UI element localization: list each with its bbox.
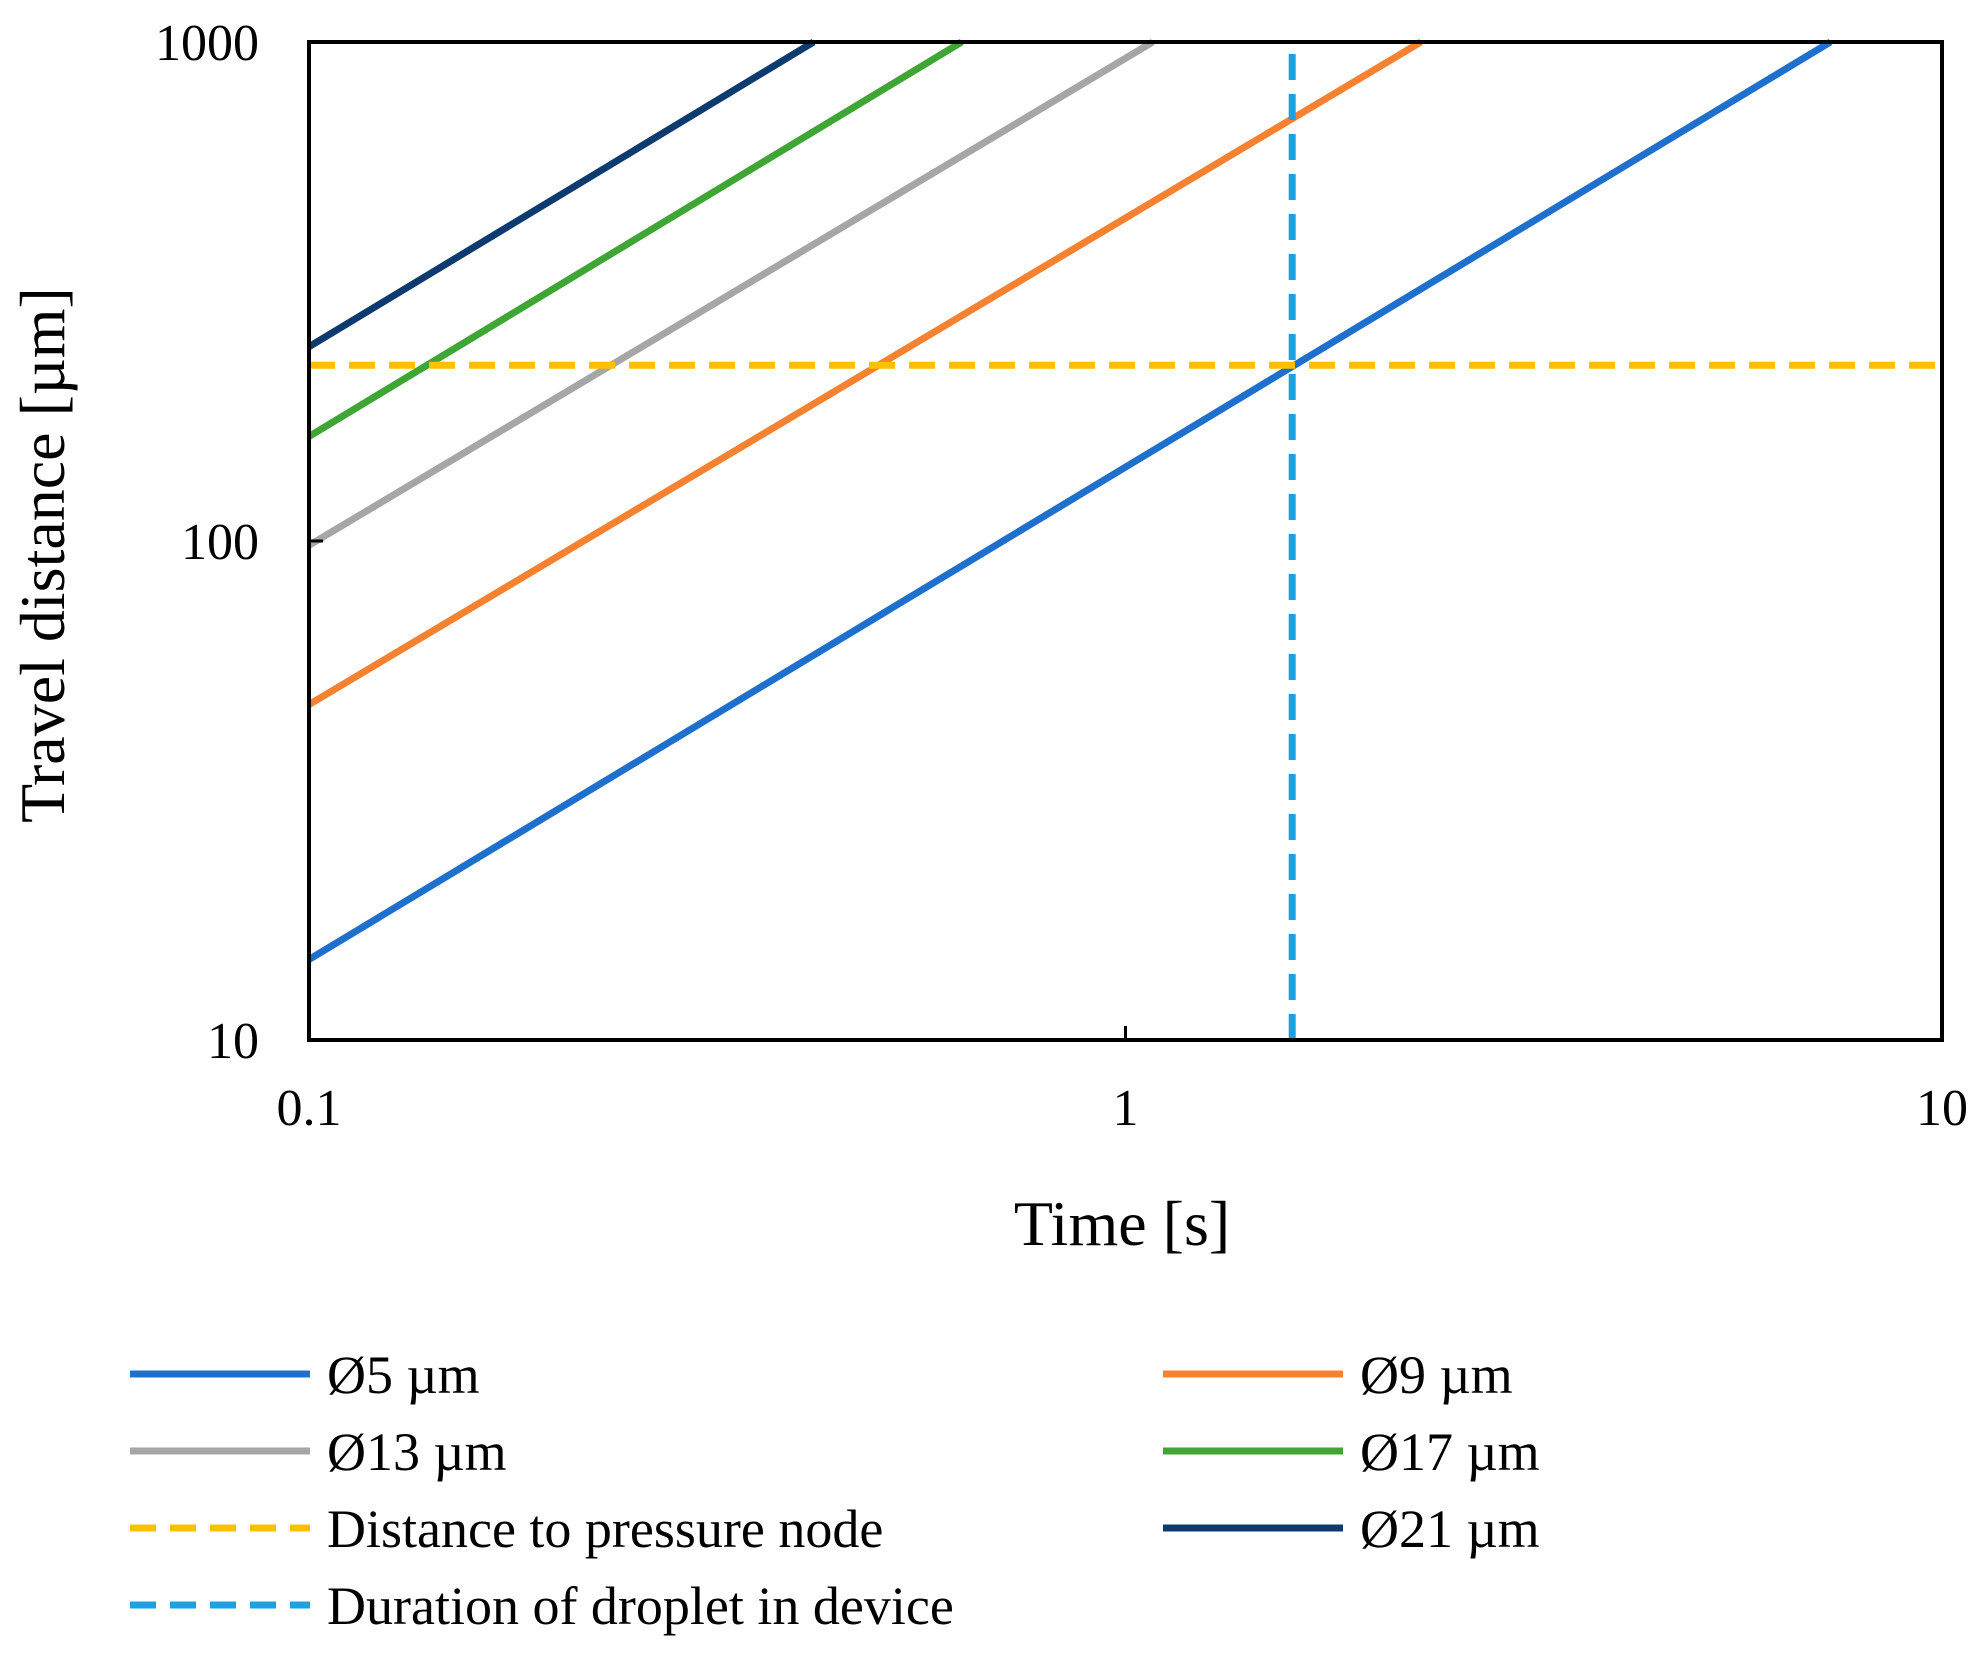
series-line-d17 [307, 39, 964, 440]
series-line-d21 [307, 39, 816, 350]
legend-item-d9: Ø9 µm [1163, 1345, 1513, 1405]
series-line-d9 [307, 38, 1423, 708]
legend-label: Ø5 µm [327, 1345, 480, 1405]
x-tick-label: 10 [1916, 1080, 1968, 1137]
legend-label: Ø21 µm [1360, 1499, 1540, 1559]
legend-item-node: Distance to pressure node [130, 1499, 883, 1559]
y-axis-title: Travel distance [µm] [7, 287, 78, 823]
series-layer [307, 38, 1942, 1040]
legend-item-d17: Ø17 µm [1163, 1422, 1540, 1482]
legend-item-duration: Duration of droplet in device [130, 1576, 954, 1636]
legend-label: Distance to pressure node [327, 1499, 883, 1559]
legend-label: Ø17 µm [1360, 1422, 1540, 1482]
plot-frame [307, 40, 1944, 1042]
x-tick-label: 1 [1113, 1080, 1139, 1137]
legend-label: Ø9 µm [1360, 1345, 1513, 1405]
y-tick-label: 100 [181, 514, 259, 571]
series-line-d13 [307, 38, 1155, 549]
legend-label: Duration of droplet in device [327, 1576, 954, 1636]
y-tick-label: 1000 [155, 15, 259, 72]
series-line-d5 [307, 39, 1833, 963]
x-tick-label: 0.1 [277, 1080, 342, 1137]
legend-item-d5: Ø5 µm [130, 1345, 480, 1405]
x-axis-title: Time [s] [1014, 1188, 1230, 1259]
ticks-layer: 0.1 1 10 10 100 1000 [155, 15, 1968, 1137]
legend: Ø5 µm Ø9 µm Ø13 µm Ø17 µm Distance to pressu… [130, 1345, 1540, 1636]
legend-label: Ø13 µm [327, 1422, 507, 1482]
legend-item-d21: Ø21 µm [1163, 1499, 1540, 1559]
y-tick-label: 10 [207, 1013, 259, 1070]
legend-item-d13: Ø13 µm [130, 1422, 507, 1482]
